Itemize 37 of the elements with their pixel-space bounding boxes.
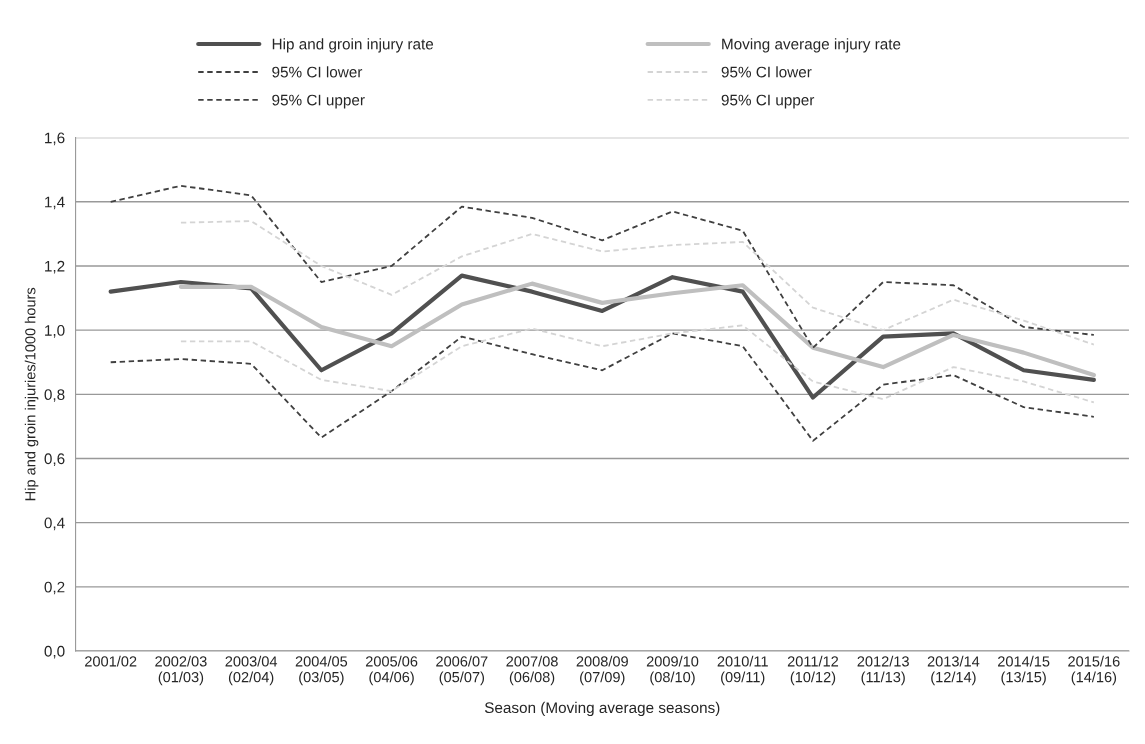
legend-label: 95% CI lower — [721, 66, 812, 78]
line-series — [180, 220, 1095, 346]
legend-label: 95% CI upper — [721, 94, 815, 109]
x-tick-label: 2013/14 (12/14) — [927, 655, 980, 686]
y-tick-label: 0,2 — [44, 581, 65, 595]
x-tick-label: 2001/02 — [85, 655, 137, 667]
line-series — [109, 184, 1095, 349]
x-tick-label: 2007/08 (06/08) — [506, 655, 558, 686]
y-tick-label: 0,0 — [44, 645, 65, 659]
y-tick-label: 0,6 — [44, 453, 65, 466]
legend-label: 95% CI lower — [272, 66, 363, 78]
y-axis-title: Hip and groin injuries/1000 hours — [24, 287, 39, 501]
y-tick-label: 1,0 — [45, 325, 65, 338]
x-tick-label: 2004/05 (03/05) — [295, 655, 348, 686]
y-tick-label: 0,4 — [44, 517, 65, 531]
x-tick-label: 2011/12 (10/12) — [787, 655, 839, 686]
x-tick-label: 2002/03 (01/03) — [155, 655, 207, 686]
y-tick-label: 1,4 — [45, 196, 65, 210]
line-series — [109, 332, 1095, 442]
x-tick-label: 2009/10 (08/10) — [646, 655, 699, 686]
x-tick-label: 2015/16 (14/16) — [1068, 655, 1120, 686]
x-tick-label: 2006/07 (05/07) — [436, 655, 488, 686]
x-tick-label: 2003/04 (02/04) — [225, 655, 278, 686]
legend-label: Hip and groin injury rate — [272, 38, 434, 53]
line-series — [178, 281, 1096, 378]
x-tick-label: 2008/09 (07/09) — [576, 655, 628, 686]
line-series — [180, 324, 1095, 404]
y-tick-label: 1,2 — [45, 260, 65, 274]
x-tick-label: 2012/13 (11/13) — [857, 655, 909, 686]
legend-label: 95% CI upper — [272, 94, 365, 109]
x-tick-label: 2005/06 (04/06) — [365, 655, 418, 686]
y-tick-label: 1,6 — [45, 132, 65, 146]
x-tick-label: 2014/15 (13/15) — [998, 655, 1050, 686]
x-tick-label: 2010/11 (09/11) — [717, 655, 768, 686]
y-tick-label: 0,8 — [44, 389, 65, 402]
legend-label: Moving average injury rate — [722, 38, 901, 53]
x-axis-title: Season (Moving average seasons) — [484, 701, 720, 717]
